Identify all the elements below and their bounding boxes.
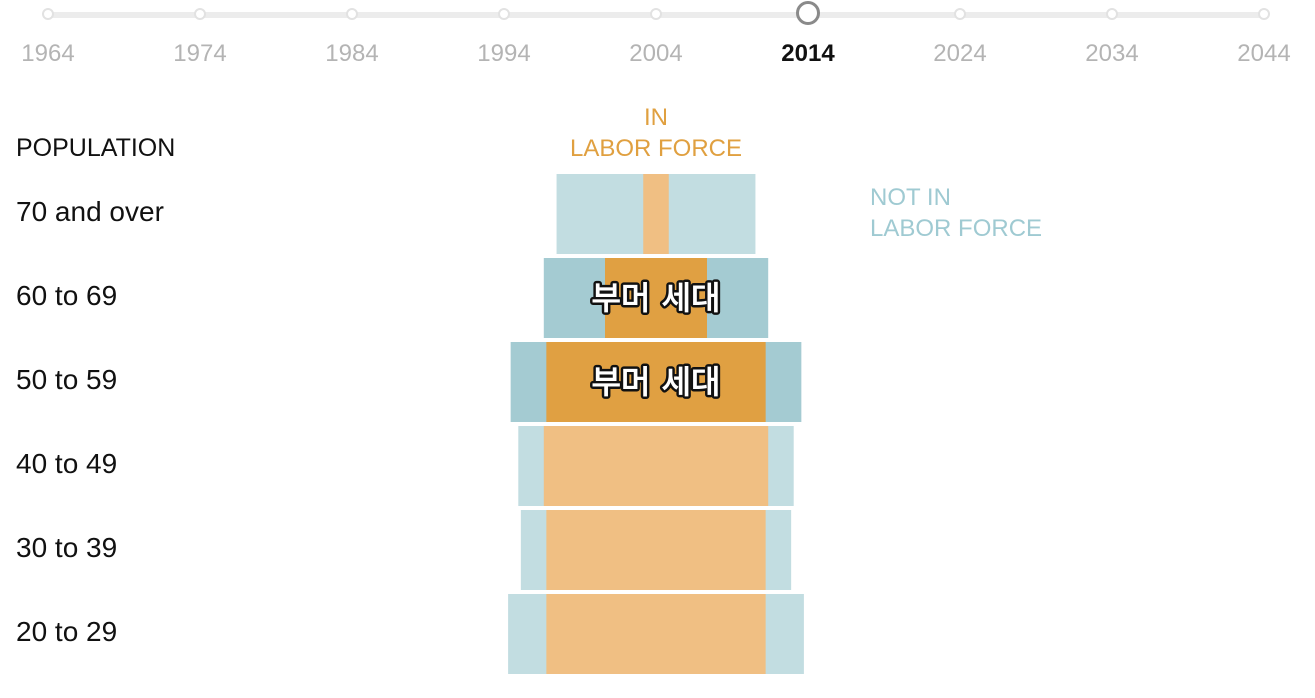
timeline-year-2044[interactable]: 2044 [1237, 40, 1291, 67]
age-group-label: 40 to 49 [16, 448, 118, 479]
timeline-year-1974[interactable]: 1974 [173, 40, 227, 67]
timeline-year-1984[interactable]: 1984 [325, 40, 379, 67]
timeline-year-2014[interactable]: 2014 [781, 40, 835, 67]
timeline-year-2034[interactable]: 2034 [1085, 40, 1139, 67]
timeline-dot-2044[interactable] [1258, 8, 1270, 20]
population-header: POPULATION [16, 134, 176, 162]
not-in-labor-force-legend-line1: NOT IN [870, 184, 951, 211]
timeline-year-1964[interactable]: 1964 [21, 40, 75, 67]
timeline-dot-1984[interactable] [346, 8, 358, 20]
in-labor-force-legend-line2: LABOR FORCE [569, 135, 743, 162]
in-labor-force-bar [543, 426, 769, 506]
in-labor-force-bar [546, 594, 766, 674]
timeline-dot-2004[interactable] [650, 8, 662, 20]
in-labor-force-bar [643, 174, 669, 254]
in-labor-force-bar [605, 258, 707, 338]
timeline-dot-1994[interactable] [498, 8, 510, 20]
age-group-label: 60 to 69 [16, 280, 118, 311]
in-labor-force-bar [546, 510, 766, 590]
timeline-dot-2024[interactable] [954, 8, 966, 20]
age-group-label: 30 to 39 [16, 532, 118, 563]
timeline-dot-2014[interactable] [796, 1, 820, 25]
timeline-year-2024[interactable]: 2024 [933, 40, 987, 67]
in-labor-force-legend: IN LABOR FORCE [556, 102, 756, 164]
timeline-dot-1974[interactable] [194, 8, 206, 20]
timeline-dot-1964[interactable] [42, 8, 54, 20]
in-labor-force-legend-line1: IN [644, 104, 668, 131]
timeline-year-2004[interactable]: 2004 [629, 40, 683, 67]
boomer-annotation: 부머 세대 [592, 363, 721, 401]
not-in-labor-force-legend-line2: LABOR FORCE [870, 215, 1043, 242]
age-group-label: 20 to 29 [16, 616, 118, 647]
age-group-label: 70 and over [16, 196, 164, 227]
year-timeline: 1964 1974 1984 1994 2004 2014 2024 2034 2044 [0, 0, 1315, 80]
timeline-dot-2034[interactable] [1106, 8, 1118, 20]
not-in-labor-force-legend: NOT IN LABOR FORCE [870, 182, 1042, 244]
in-labor-force-bar [546, 342, 766, 422]
age-group-label: 50 to 59 [16, 364, 118, 395]
boomer-annotation: 부머 세대 [592, 279, 721, 317]
timeline-year-1994[interactable]: 1994 [477, 40, 531, 67]
